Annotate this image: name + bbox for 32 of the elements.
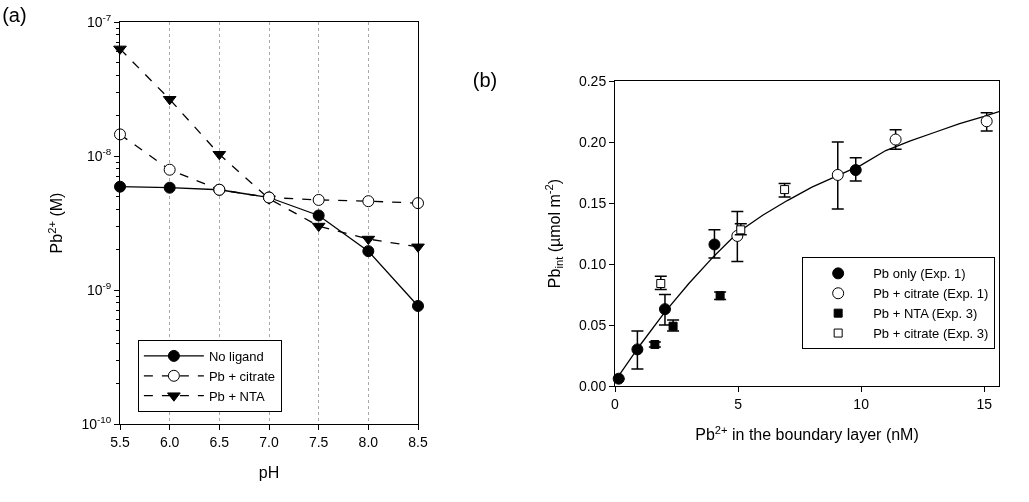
x-tick-label: 15 [976,395,993,412]
legend-label: Pb only (Exp. 1) [873,266,966,282]
x-tick-label: 5.5 [110,433,130,450]
y-tick-label: 0.25 [578,72,607,89]
chart-title: (a) [2,3,27,26]
x-tick-label: 0 [611,395,620,412]
legend-label: Pb + citrate (Exp. 1) [873,286,989,302]
x-tick-label: 6.0 [159,433,180,450]
legend-label: Pb + NTA (Exp. 3) [873,306,978,322]
y-tick-label: 0.15 [578,194,607,211]
legend-label: No ligand [208,348,264,364]
y-tick-label: 10$^{-7}$ [86,12,112,30]
legend-label: Pb + citrate (Exp. 3) [873,326,989,342]
x-tick-label: 7.0 [259,433,279,450]
x-tick-label: 8.0 [358,433,379,450]
y-tick-label: 10$^{-9}$ [86,280,112,298]
y-tick-label: 10$^{-8}$ [86,146,112,164]
x-tick-label: 7.5 [308,433,329,450]
x-tick-label: 6.5 [209,433,230,450]
y-tick-label: 0.20 [578,133,607,150]
x-axis-title: Pb$^{2+}$ in the boundary layer (nM) [695,423,919,444]
x-tick-label: 10 [853,395,870,412]
y-tick-label: 0.00 [578,377,607,394]
chart-title: (b) [472,68,498,91]
x-axis-title: pH [258,464,280,482]
legend-label: Pb + citrate [208,368,276,384]
y-tick-label: 0.05 [578,316,607,333]
x-tick-label: 8.5 [408,433,428,450]
x-tick-label: 5 [734,395,743,412]
y-tick-label: 0.10 [578,255,607,272]
legend-label: Pb + NTA [208,388,265,404]
y-tick-label: 10$^{-10}$ [81,414,112,432]
